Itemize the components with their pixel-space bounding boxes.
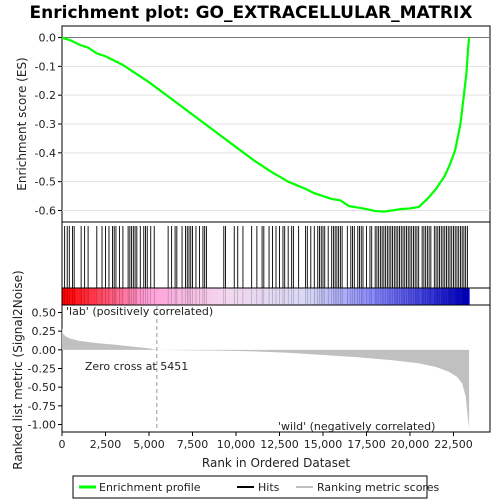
heatmap-segment: [340, 288, 347, 305]
heatmap-segment: [191, 288, 198, 305]
metric-y-tick-label: -1.00: [28, 419, 56, 432]
legend-enrichment-label: Enrichment profile: [99, 481, 201, 494]
metric-y-tick-label: -0.50: [28, 381, 56, 394]
es-y-tick-label: -0.4: [35, 147, 56, 160]
heatmap-segment: [116, 288, 123, 305]
x-tick-label: 15,000: [304, 438, 343, 451]
metric-y-tick-label: 0.25: [32, 325, 57, 338]
enrichment-panel: 0.0 -0.1 -0.2 -0.3 -0.4 -0.5 -0.6 Enrichment s…: [15, 26, 490, 222]
metric-y-tick-label: 0.00: [32, 344, 57, 357]
heatmap-segment: [204, 288, 211, 305]
heatmap-segment: [211, 288, 218, 305]
x-tick-label: 12,500: [260, 438, 299, 451]
heatmap-segment: [456, 288, 463, 305]
es-y-tick-label: -0.2: [35, 89, 56, 102]
heatmap-segment: [428, 288, 435, 305]
legend-metric-label: Ranking metric scores: [317, 481, 439, 494]
heatmap-segment: [198, 288, 205, 305]
x-axis-label: Rank in Ordered Dataset: [202, 456, 350, 470]
heatmap-segment: [89, 288, 96, 305]
heatmap-segment: [123, 288, 130, 305]
positive-correlation-label: 'lab' (positively correlated): [66, 305, 213, 318]
heatmap-segment: [157, 288, 164, 305]
legend: Enrichment profile Hits Ranking metric s…: [73, 476, 439, 498]
metric-y-tick-label: -0.25: [28, 363, 56, 376]
x-tick-label: 5,000: [133, 438, 165, 451]
heatmap-segment: [354, 288, 361, 305]
heatmap-segment: [320, 288, 327, 305]
legend-hits-label: Hits: [258, 481, 280, 494]
heatmap-segment: [293, 288, 300, 305]
es-y-tick-label: -0.1: [35, 60, 56, 73]
heatmap-segment: [286, 288, 293, 305]
x-tick-label: 10,000: [217, 438, 256, 451]
metric-y-tick-label: 0.50: [32, 306, 57, 319]
heatmap-segment: [82, 288, 89, 305]
heatmap-segment: [76, 288, 83, 305]
heatmap-segment: [184, 288, 191, 305]
x-axis-ticks: 0 2,500 5,000 7,500 10,000 12,500 15,000 17,500…: [59, 432, 473, 451]
heatmap-segment: [327, 288, 334, 305]
es-y-tick-label: -0.3: [35, 118, 56, 131]
enrichment-y-axis-label: Enrichment score (ES): [15, 57, 29, 190]
es-y-tick-label: -0.5: [35, 176, 56, 189]
heatmap-segment: [361, 288, 368, 305]
x-tick-label: 2,500: [90, 438, 122, 451]
heatmap-segment: [367, 288, 374, 305]
enrichment-y-ticks: 0.0 -0.1 -0.2 -0.3 -0.4 -0.5 -0.6: [35, 32, 62, 218]
x-tick-label: 0: [59, 438, 66, 451]
heatmap-segment: [238, 288, 245, 305]
x-tick-label: 7,500: [177, 438, 209, 451]
heatmap-segment: [164, 288, 171, 305]
hits-panel: [62, 222, 490, 305]
heatmap-segment: [388, 288, 395, 305]
heatmap-segment: [259, 288, 266, 305]
chart-title: Enrichment plot: GO_EXTRACELLULAR_MATRIX: [30, 3, 473, 23]
es-y-tick-label: 0.0: [39, 32, 57, 45]
heatmap-segment: [394, 288, 401, 305]
rank-heatmap-bar: [62, 288, 470, 305]
x-tick-label: 20,000: [391, 438, 430, 451]
metric-y-tick-label: -0.75: [28, 400, 56, 413]
heatmap-segment: [225, 288, 232, 305]
x-tick-label: 17,500: [347, 438, 386, 451]
heatmap-segment: [252, 288, 259, 305]
negative-correlation-label: 'wild' (negatively correlated): [278, 420, 435, 433]
heatmap-segment: [422, 288, 429, 305]
x-tick-label: 22,500: [434, 438, 473, 451]
zero-cross-label: Zero cross at 5451: [85, 360, 188, 373]
heatmap-segment: [218, 288, 225, 305]
metric-y-ticks: 0.50 0.25 0.00 -0.25 -0.50 -0.75 -1.00: [28, 306, 62, 431]
heatmap-segment: [62, 288, 69, 305]
heatmap-segment: [177, 288, 184, 305]
heatmap-segment: [462, 288, 469, 305]
metric-y-axis-label: Ranked list metric (Signal2Noise): [11, 270, 25, 469]
es-y-tick-label: -0.6: [35, 204, 56, 217]
heatmap-segment: [150, 288, 157, 305]
